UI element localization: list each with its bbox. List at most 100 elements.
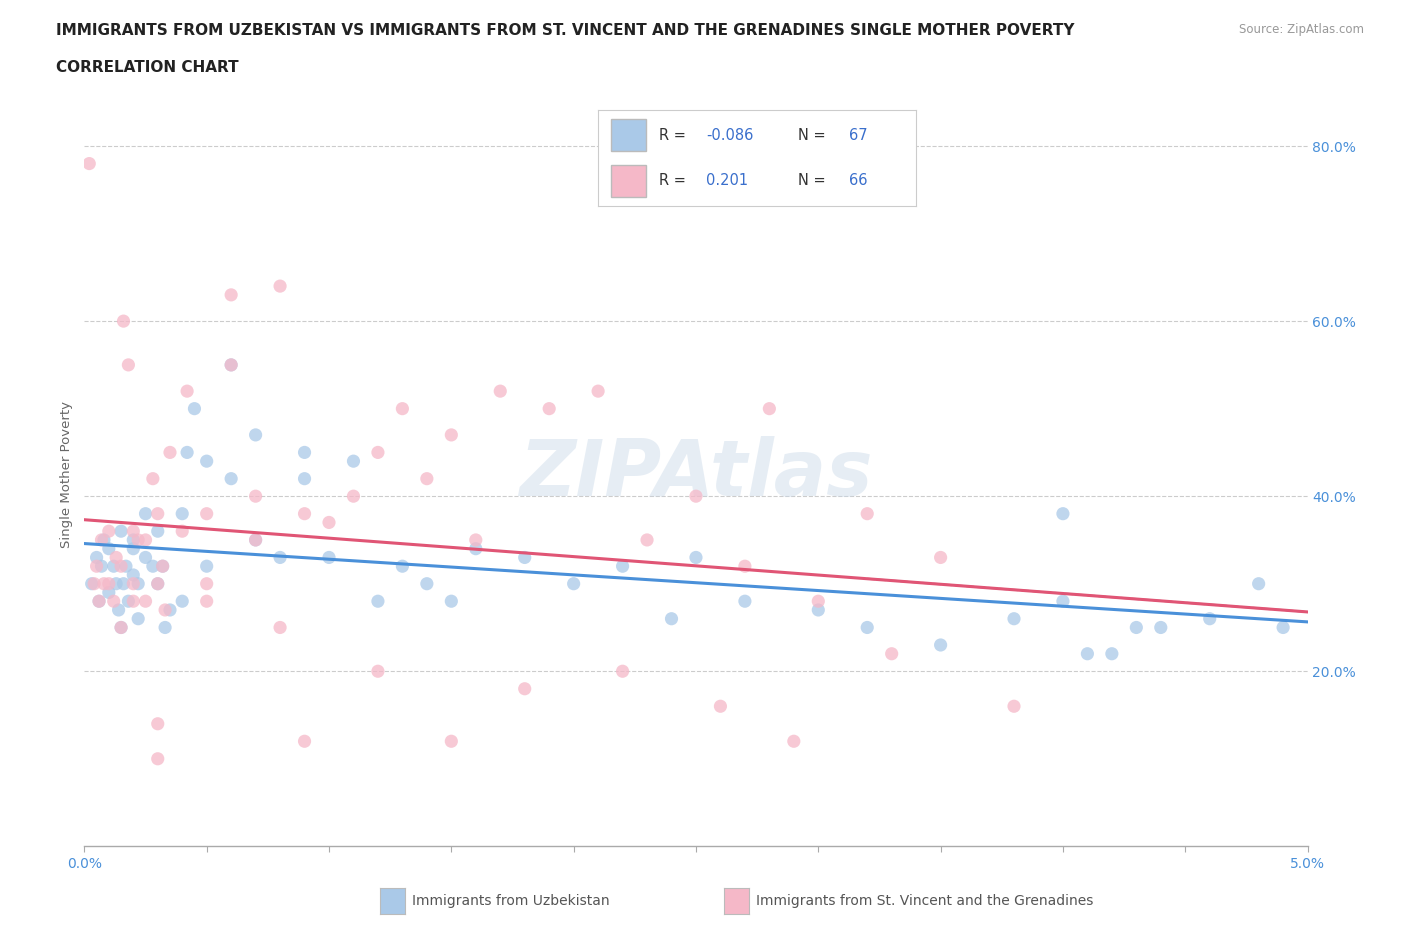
Point (1052, 506, 1074, 521)
Point (880, 646, 903, 661)
Point (93, 577, 115, 591)
Point (90, 559, 112, 574)
Point (135, 506, 157, 521)
Point (110, 559, 132, 574)
Point (612, 559, 634, 574)
Point (146, 577, 169, 591)
Point (489, 384, 512, 399)
Point (97, 577, 120, 591)
Point (391, 559, 413, 574)
Point (856, 506, 879, 521)
Point (172, 593, 194, 608)
Text: R =: R = (658, 127, 690, 143)
Text: CORRELATION CHART: CORRELATION CHART (56, 60, 239, 75)
Point (105, 577, 128, 591)
Point (80, 577, 103, 591)
Point (367, 445, 389, 459)
Point (146, 751, 169, 766)
Point (176, 445, 198, 459)
Point (929, 638, 952, 653)
Point (159, 603, 181, 618)
Point (1076, 646, 1098, 661)
Point (83, 577, 105, 591)
Point (294, 472, 316, 486)
Point (929, 550, 952, 565)
Point (152, 559, 174, 574)
Point (110, 620, 132, 635)
Point (562, 577, 585, 591)
Point (195, 593, 218, 608)
Point (391, 401, 413, 416)
Point (318, 515, 340, 530)
Point (513, 550, 536, 565)
Text: Immigrants from St. Vincent and the Grenadines: Immigrants from St. Vincent and the Gren… (756, 894, 1094, 909)
Text: -0.086: -0.086 (706, 127, 754, 143)
Point (1150, 620, 1173, 635)
Point (86, 550, 108, 565)
Point (342, 454, 364, 469)
Point (294, 734, 316, 749)
Text: N =: N = (799, 173, 831, 189)
Point (464, 533, 486, 548)
Point (105, 550, 128, 565)
Point (513, 682, 536, 697)
Point (294, 506, 316, 521)
Point (135, 593, 157, 608)
Text: 0.201: 0.201 (706, 173, 748, 189)
Point (1198, 611, 1220, 626)
Point (1002, 698, 1025, 713)
Point (172, 506, 194, 521)
Text: ZIPAtlas: ZIPAtlas (519, 436, 873, 512)
Point (146, 506, 169, 521)
Point (1125, 620, 1147, 635)
Point (153, 603, 176, 618)
Point (294, 445, 316, 459)
Point (107, 603, 129, 618)
Point (1002, 611, 1025, 626)
Point (440, 593, 463, 608)
Point (110, 524, 132, 538)
Point (146, 524, 169, 538)
Point (685, 550, 707, 565)
Point (77, 156, 100, 171)
Point (538, 401, 561, 416)
Text: R =: R = (658, 173, 695, 189)
Point (122, 541, 145, 556)
Point (195, 577, 218, 591)
Point (146, 716, 169, 731)
Point (115, 559, 138, 574)
FancyBboxPatch shape (610, 119, 645, 152)
Point (269, 279, 291, 294)
Point (135, 533, 157, 548)
Point (97, 541, 120, 556)
Point (195, 506, 218, 521)
Point (758, 401, 780, 416)
Point (112, 313, 135, 328)
Point (440, 428, 463, 443)
Point (93, 533, 115, 548)
Point (636, 533, 658, 548)
Point (269, 550, 291, 565)
Point (142, 472, 165, 486)
Point (135, 550, 157, 565)
Point (219, 357, 242, 372)
Point (183, 401, 205, 416)
Point (245, 428, 267, 443)
Point (219, 472, 242, 486)
Text: Source: ZipAtlas.com: Source: ZipAtlas.com (1239, 23, 1364, 36)
Point (122, 524, 145, 538)
Point (269, 620, 291, 635)
Point (127, 533, 149, 548)
Point (172, 524, 194, 538)
Point (142, 559, 165, 574)
Point (734, 593, 756, 608)
Point (1101, 646, 1123, 661)
Point (122, 567, 145, 582)
Point (146, 577, 169, 591)
Point (734, 559, 756, 574)
Point (122, 577, 145, 591)
Point (856, 620, 879, 635)
Point (153, 620, 176, 635)
Point (122, 593, 145, 608)
Point (103, 559, 125, 574)
